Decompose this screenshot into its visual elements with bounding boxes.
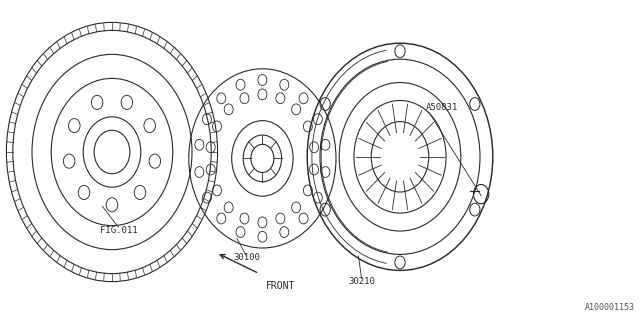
Text: FRONT: FRONT <box>266 281 295 292</box>
Text: FIG.011: FIG.011 <box>100 226 137 235</box>
Text: 30100: 30100 <box>233 253 260 262</box>
Text: A50831: A50831 <box>426 103 458 112</box>
Text: 30210: 30210 <box>348 277 375 286</box>
Text: A100001153: A100001153 <box>585 303 635 312</box>
